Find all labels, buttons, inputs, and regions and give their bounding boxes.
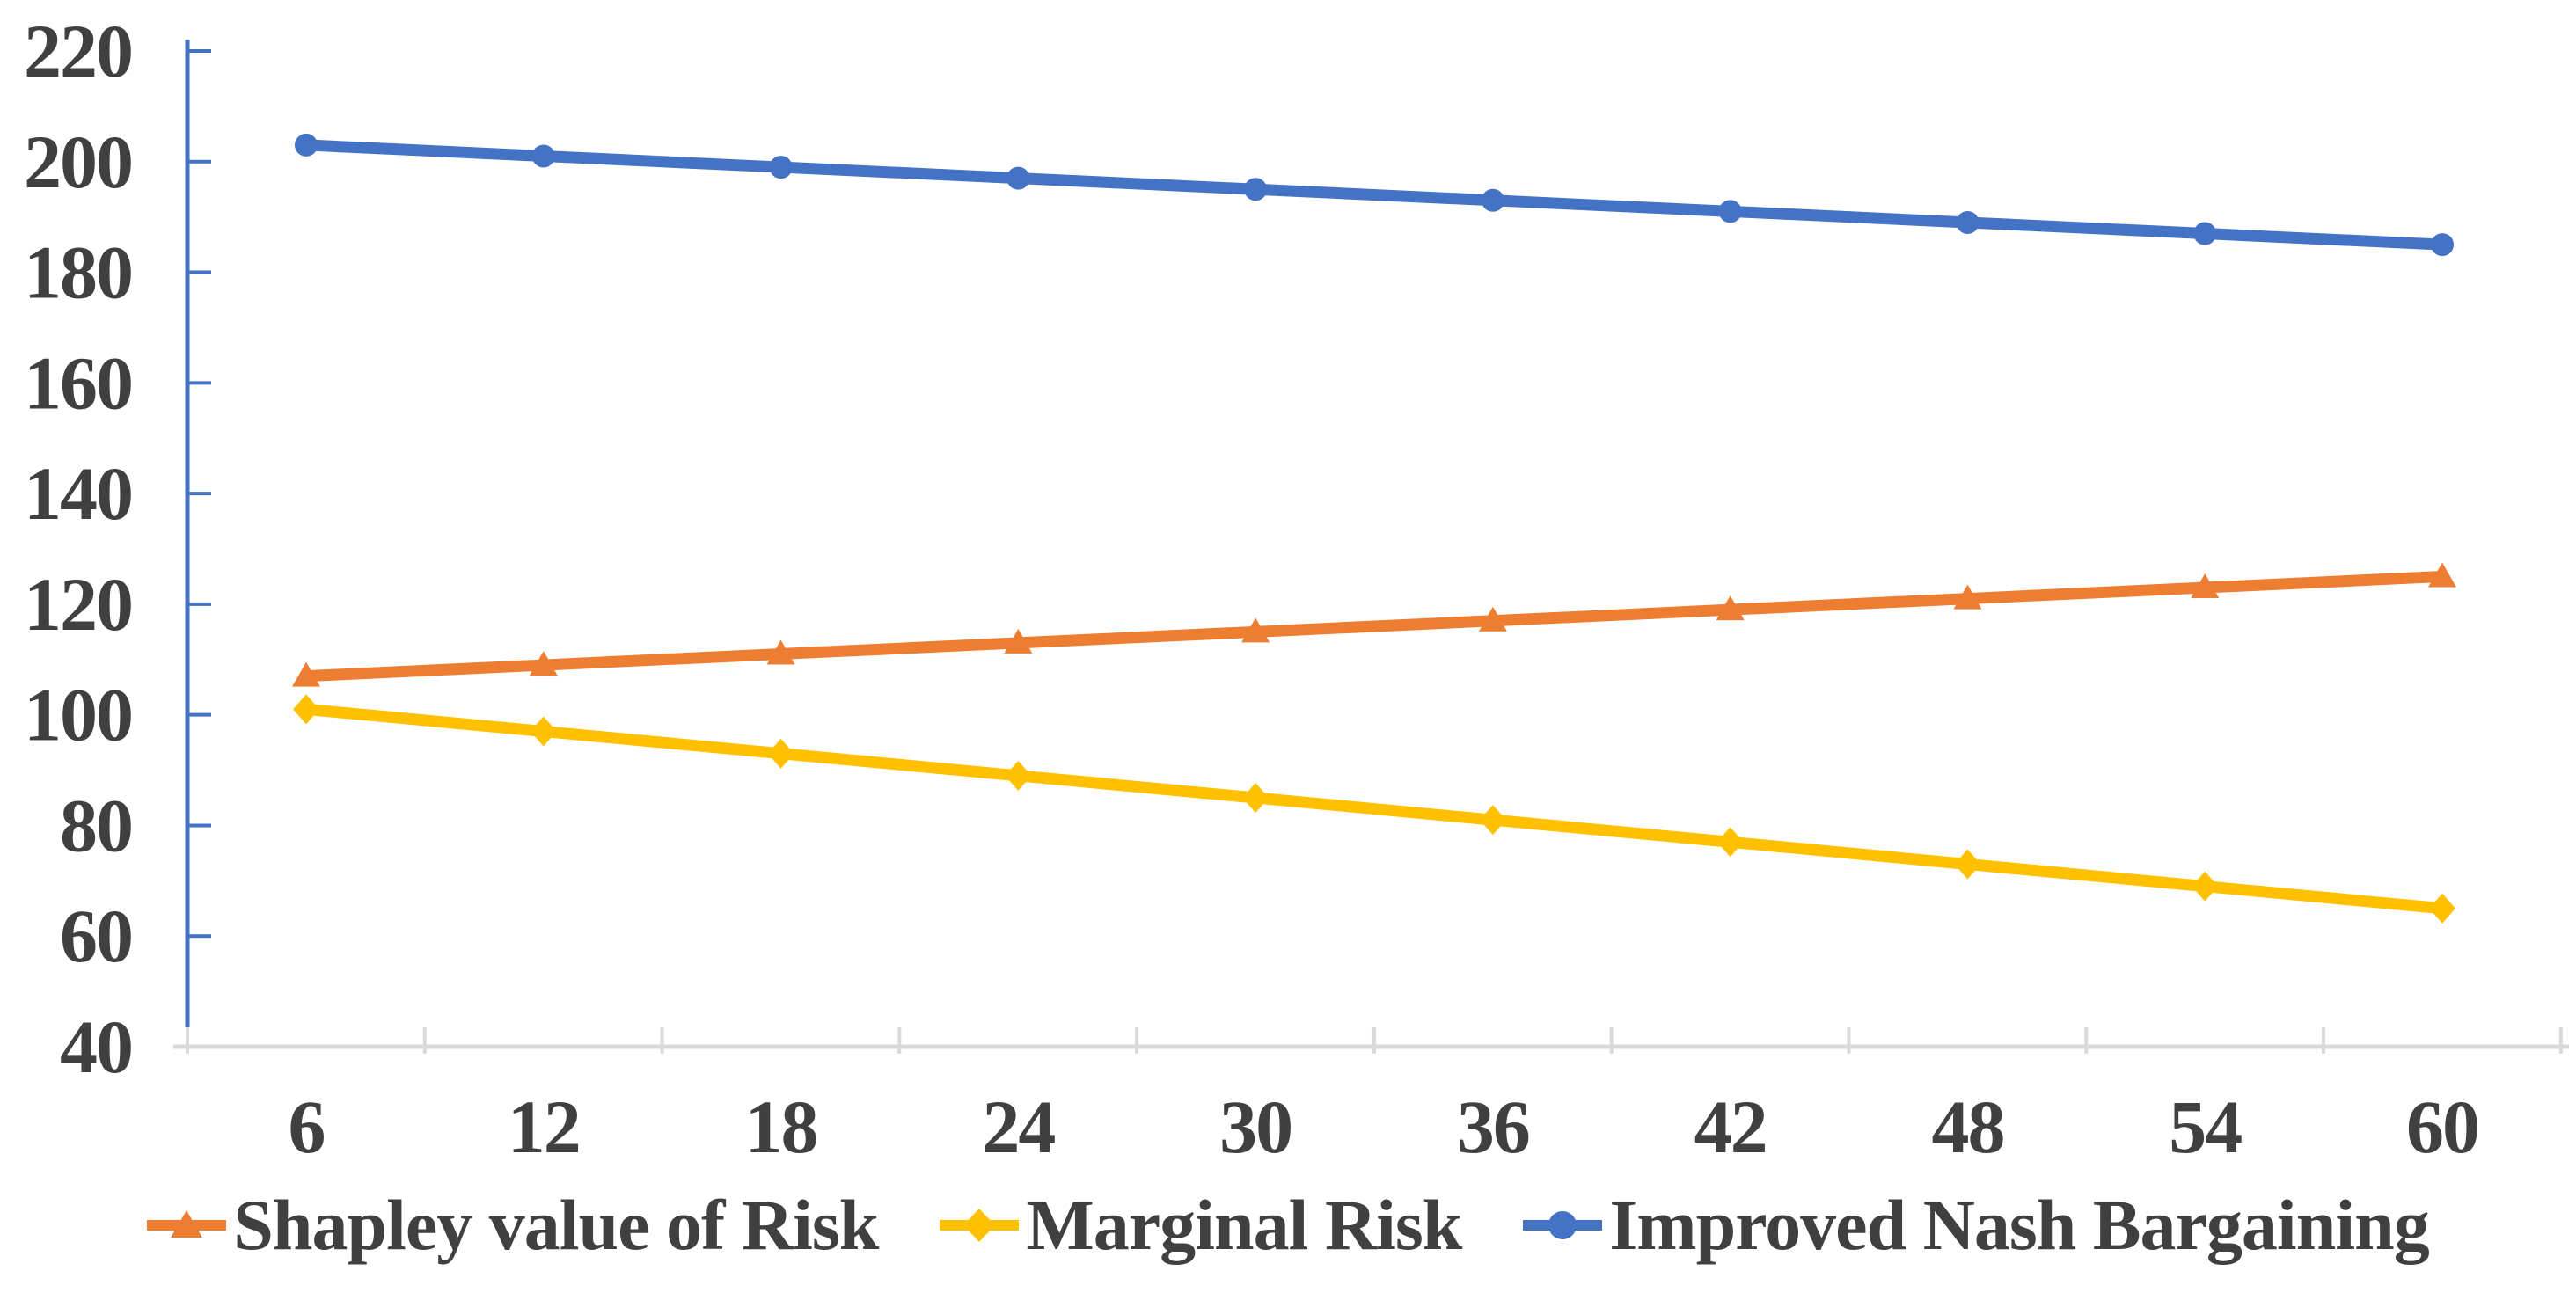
y-tick-label: 80 (60, 783, 132, 867)
y-tick-label: 160 (24, 340, 132, 425)
data-point-diamond (2192, 871, 2219, 902)
data-point-triangle (1004, 628, 1033, 654)
legend-label: Marginal Risk (1026, 1185, 1462, 1265)
x-tick-label: 60 (2406, 1085, 2478, 1169)
y-tick-label: 200 (24, 120, 132, 204)
data-point-diamond (293, 694, 319, 725)
series-line-improved-nash-bargaining (300, 139, 2448, 251)
circle-marker-icon (1523, 1211, 1603, 1240)
series-line-marginal-risk (300, 703, 2448, 915)
data-point-circle (1006, 166, 1030, 190)
data-point-diamond (530, 716, 557, 747)
x-tick-label: 12 (508, 1085, 580, 1169)
data-point-diamond (1479, 805, 1506, 836)
data-point-triangle (292, 661, 320, 687)
data-point-diamond (1954, 849, 1981, 880)
data-point-triangle (2191, 573, 2220, 599)
data-point-triangle (1953, 584, 1982, 610)
y-tick-label: 60 (60, 894, 132, 978)
data-point-circle (769, 156, 793, 179)
x-tick-label: 48 (1931, 1085, 2003, 1169)
y-tick-label: 140 (24, 451, 132, 536)
x-tick-label: 30 (1219, 1085, 1292, 1169)
data-point-triangle (1716, 595, 1745, 621)
y-tick-label: 40 (60, 1004, 132, 1089)
data-point-diamond (1242, 783, 1270, 813)
data-point-diamond (2429, 893, 2456, 924)
data-point-circle (295, 133, 318, 157)
data-point-circle (2193, 222, 2217, 245)
data-point-triangle (2428, 562, 2457, 588)
data-point-circle (2431, 233, 2455, 257)
x-tick-label: 54 (2169, 1085, 2242, 1169)
diamond-marker-icon (940, 1209, 1020, 1243)
data-point-circle (1244, 178, 1268, 201)
data-point-diamond (1005, 760, 1032, 791)
x-tick-label: 42 (1694, 1085, 1767, 1169)
legend-label: Improved Nash Bargaining (1609, 1185, 2429, 1265)
x-tick-label: 36 (1457, 1085, 1529, 1169)
legend-item-marginal-risk: Marginal Risk (940, 1185, 1462, 1265)
legend-item-shapley-value-of-risk: Shapley value of Risk (147, 1185, 879, 1265)
data-point-circle (1481, 188, 1504, 212)
data-point-triangle (766, 639, 795, 665)
data-point-diamond (767, 738, 794, 769)
x-tick-label: 18 (745, 1085, 817, 1169)
chart-legend: Shapley value of Risk Marginal Risk Impr… (0, 1185, 2576, 1265)
data-point-triangle (1241, 617, 1270, 643)
data-point-triangle (1478, 606, 1507, 632)
x-tick-label: 24 (982, 1085, 1055, 1169)
y-tick-label: 100 (24, 673, 132, 757)
series-line-shapley-value-of-risk (300, 570, 2448, 683)
data-point-circle (1956, 210, 1980, 234)
triangle-marker-icon (147, 1210, 227, 1238)
y-tick-label: 180 (24, 230, 132, 315)
data-point-triangle (529, 651, 558, 676)
data-point-circle (1718, 200, 1742, 223)
x-tick-label: 6 (289, 1085, 325, 1169)
y-tick-label: 120 (24, 562, 132, 646)
legend-item-improved-nash-bargaining: Improved Nash Bargaining (1523, 1185, 2430, 1265)
data-point-diamond (1716, 827, 1744, 858)
legend-label: Shapley value of Risk (233, 1185, 879, 1265)
y-tick-label: 220 (24, 9, 132, 93)
data-point-circle (531, 144, 555, 168)
